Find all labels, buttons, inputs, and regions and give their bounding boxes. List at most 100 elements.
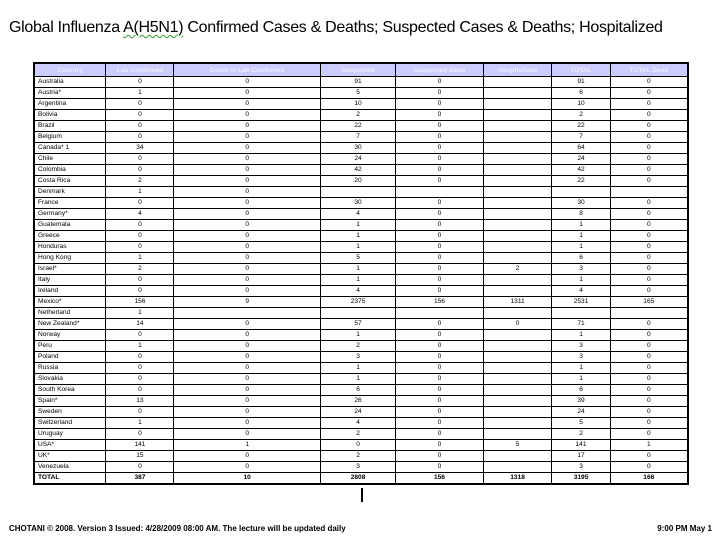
value-cell: 166 bbox=[609, 472, 689, 485]
value-cell: 0 bbox=[105, 461, 175, 473]
value-cell bbox=[482, 274, 553, 286]
value-cell: 1 bbox=[551, 230, 611, 242]
value-cell: 0 bbox=[395, 252, 484, 264]
value-cell: 0 bbox=[173, 285, 321, 297]
value-cell: 26 bbox=[319, 395, 397, 407]
value-cell: 10 bbox=[551, 98, 611, 110]
value-cell: 0 bbox=[482, 318, 553, 330]
country-cell: Honduras bbox=[33, 241, 107, 253]
country-cell: Belgium bbox=[33, 131, 107, 143]
value-cell: 0 bbox=[173, 142, 321, 154]
value-cell: 5 bbox=[551, 417, 611, 429]
value-cell: 5 bbox=[319, 252, 397, 264]
value-cell: 0 bbox=[173, 428, 321, 440]
value-cell: 1 bbox=[551, 373, 611, 385]
value-cell: 1 bbox=[551, 329, 611, 341]
value-cell: 156 bbox=[395, 296, 484, 308]
value-cell: 0 bbox=[609, 384, 689, 396]
slide-title: Global Influenza A(H5N1) Confirmed Cases… bbox=[9, 19, 663, 37]
value-cell: 0 bbox=[395, 208, 484, 220]
value-cell: 0 bbox=[609, 98, 689, 110]
value-cell: 6 bbox=[551, 87, 611, 99]
value-cell: 1 bbox=[609, 439, 689, 451]
value-cell: 2531 bbox=[551, 296, 611, 308]
value-cell: 0 bbox=[609, 274, 689, 286]
title-suffix: Confirmed Cases & Deaths; Suspected Case… bbox=[183, 19, 663, 36]
value-cell bbox=[482, 351, 553, 363]
table-row: Chile 0 0 24 0 24 0 bbox=[33, 153, 689, 165]
value-cell: 0 bbox=[105, 406, 175, 418]
value-cell: 9 bbox=[173, 296, 321, 308]
value-cell: 2 bbox=[319, 450, 397, 462]
value-cell: 1 bbox=[173, 439, 321, 451]
value-cell: 0 bbox=[105, 329, 175, 341]
value-cell: 2 bbox=[482, 263, 553, 275]
value-cell: 1 bbox=[319, 373, 397, 385]
table-row: Ireland 0 0 4 0 4 0 bbox=[33, 285, 689, 297]
value-cell: 0 bbox=[395, 263, 484, 275]
value-cell: 0 bbox=[609, 241, 689, 253]
value-cell: 0 bbox=[173, 76, 321, 88]
value-cell: 0 bbox=[105, 241, 175, 253]
table-row: Argentina 0 0 10 0 10 0 bbox=[33, 98, 689, 110]
country-cell: Austria* bbox=[33, 87, 107, 99]
value-cell: 0 bbox=[105, 230, 175, 242]
value-cell: 156 bbox=[105, 296, 175, 308]
table-row: Honduras 0 0 1 0 1 0 bbox=[33, 241, 689, 253]
value-cell: 0 bbox=[609, 461, 689, 473]
value-cell bbox=[482, 417, 553, 429]
value-cell: 0 bbox=[105, 384, 175, 396]
value-cell: 6 bbox=[551, 384, 611, 396]
country-cell: TOTAL bbox=[33, 472, 107, 485]
table-body: Australia 0 0 91 0 91 0 Austria* 1 0 5 0 6 0 Argentina… bbox=[33, 76, 689, 485]
value-cell: 24 bbox=[551, 406, 611, 418]
table-row: Spain* 13 0 26 0 39 0 bbox=[33, 395, 689, 407]
value-cell: 0 bbox=[395, 373, 484, 385]
value-cell: 0 bbox=[395, 384, 484, 396]
value-cell: 0 bbox=[609, 373, 689, 385]
value-cell: 10 bbox=[319, 98, 397, 110]
title-spellcheck-word: A(H5N1) bbox=[123, 19, 184, 36]
data-table-container: Country Lab Confirmed Death in Lab Confirm… bbox=[33, 62, 689, 485]
value-cell: 1 bbox=[105, 417, 175, 429]
value-cell: 0 bbox=[609, 318, 689, 330]
value-cell: 0 bbox=[609, 362, 689, 374]
table-row: Israel* 2 0 1 0 2 3 0 bbox=[33, 263, 689, 275]
country-cell: New Zealand* bbox=[33, 318, 107, 330]
country-cell: Italy bbox=[33, 274, 107, 286]
table-row: Greece 0 0 1 0 1 0 bbox=[33, 230, 689, 242]
table-row: Sweden 0 0 24 0 24 0 bbox=[33, 406, 689, 418]
value-cell: 5 bbox=[482, 439, 553, 451]
value-cell: 156 bbox=[395, 472, 484, 485]
country-cell: Sweden bbox=[33, 406, 107, 418]
value-cell: 3 bbox=[319, 461, 397, 473]
value-cell bbox=[482, 197, 553, 209]
value-cell: 0 bbox=[395, 131, 484, 143]
value-cell: 0 bbox=[173, 373, 321, 385]
value-cell: 387 bbox=[105, 472, 175, 485]
value-cell: 0 bbox=[395, 241, 484, 253]
value-cell: 6 bbox=[551, 252, 611, 264]
value-cell: 0 bbox=[105, 285, 175, 297]
country-cell: Russia bbox=[33, 362, 107, 374]
value-cell: 0 bbox=[173, 329, 321, 341]
value-cell: 0 bbox=[173, 219, 321, 231]
value-cell: 0 bbox=[395, 120, 484, 132]
value-cell bbox=[482, 87, 553, 99]
value-cell: 0 bbox=[609, 208, 689, 220]
footer-timestamp: 9:00 PM May 1 bbox=[657, 524, 712, 533]
table-row: Bolivia 0 0 2 0 2 0 bbox=[33, 109, 689, 121]
table-row: Italy 0 0 1 0 1 0 bbox=[33, 274, 689, 286]
value-cell: 0 bbox=[395, 164, 484, 176]
table-row: Brazil 0 0 22 0 22 0 bbox=[33, 120, 689, 132]
value-cell: 2 bbox=[105, 263, 175, 275]
table-row: Hong Kong 1 0 5 0 6 0 bbox=[33, 252, 689, 264]
value-cell bbox=[319, 186, 397, 198]
value-cell: 0 bbox=[105, 197, 175, 209]
value-cell: 4 bbox=[551, 285, 611, 297]
value-cell bbox=[482, 285, 553, 297]
cursor-mark bbox=[361, 488, 363, 502]
value-cell: 0 bbox=[319, 439, 397, 451]
value-cell bbox=[482, 373, 553, 385]
value-cell: 2 bbox=[551, 109, 611, 121]
